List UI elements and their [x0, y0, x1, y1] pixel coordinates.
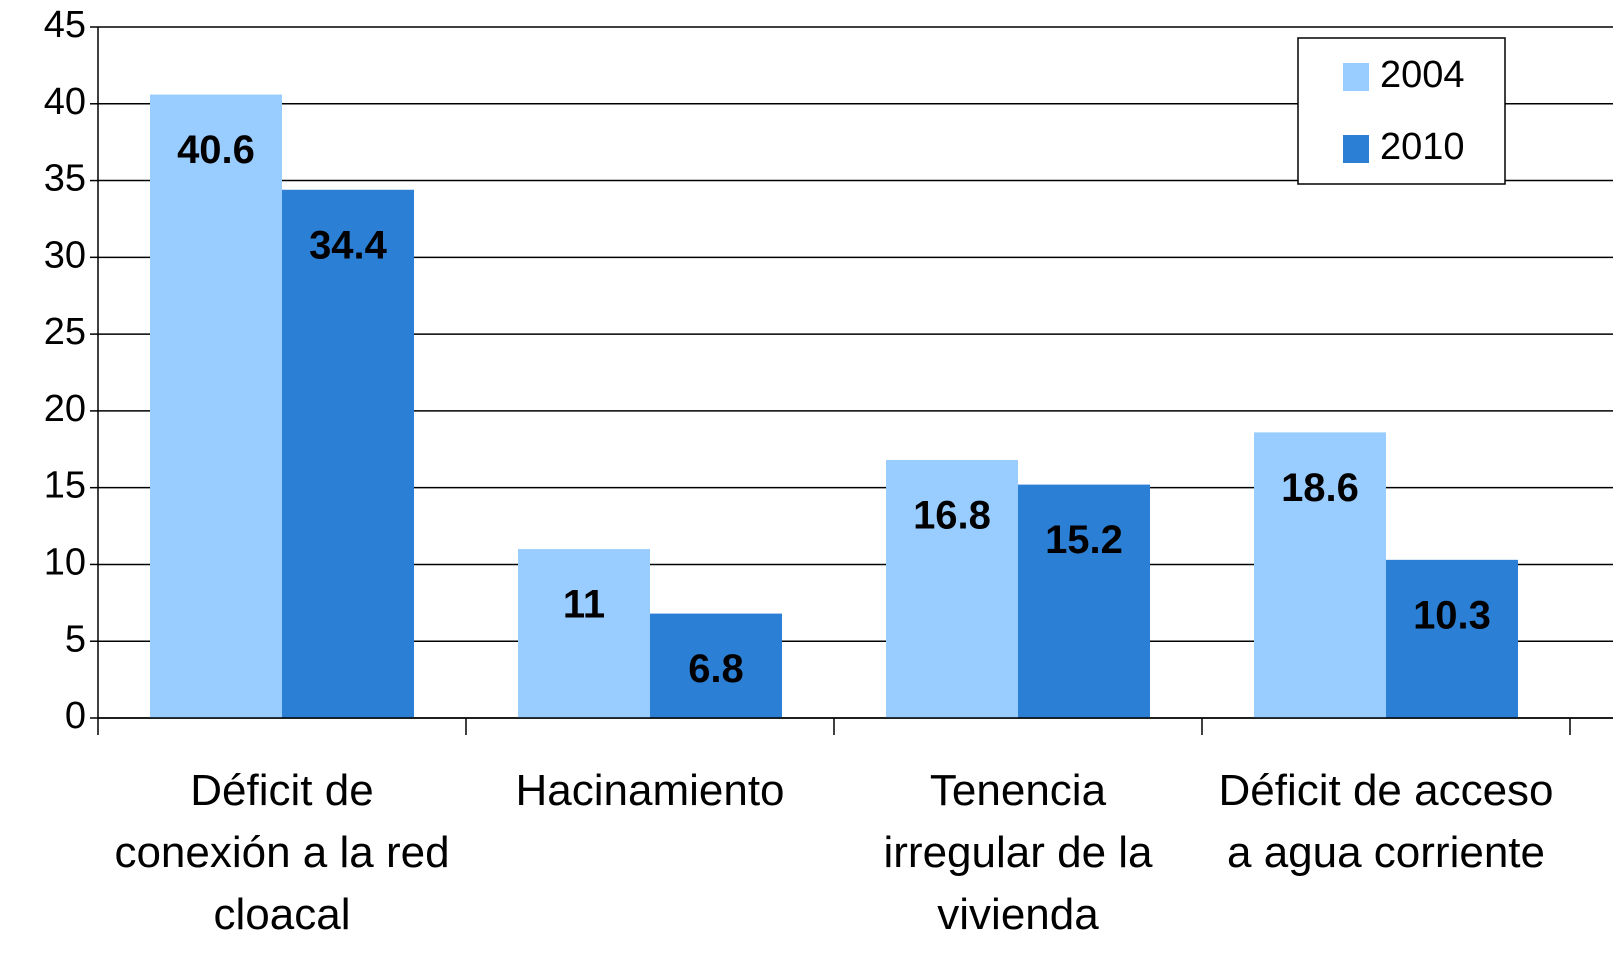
- bar: [1018, 484, 1150, 718]
- x-tick-label: Tenencia irregular de la vivienda: [883, 766, 1153, 939]
- y-tick-label: 0: [65, 695, 86, 737]
- y-tick-label: 25: [44, 311, 86, 353]
- y-tick-label: 5: [65, 618, 86, 660]
- y-tick-label: 30: [44, 234, 86, 276]
- legend-box: [1297, 37, 1506, 185]
- y-tick-label: 35: [44, 158, 86, 200]
- value-label: 34.4: [309, 223, 388, 267]
- y-tick-label: 40: [44, 81, 86, 123]
- legend-label: 2010: [1380, 126, 1465, 168]
- value-label: 11: [563, 583, 605, 627]
- legend-label: 2004: [1380, 54, 1465, 96]
- y-tick-label: 45: [44, 4, 86, 46]
- y-tick-label: 15: [44, 465, 86, 507]
- x-tick-label: Déficit de acceso a agua corriente: [1218, 766, 1554, 877]
- value-label: 40.6: [177, 128, 255, 172]
- y-tick-label: 10: [44, 541, 86, 583]
- bar: [282, 189, 414, 718]
- value-label: 16.8: [913, 494, 991, 538]
- legend-swatch: [1343, 135, 1369, 163]
- value-label: 18.6: [1281, 466, 1359, 510]
- y-tick-label: 20: [44, 388, 86, 430]
- bar: [150, 94, 282, 718]
- x-tick-label: Déficit de conexión a la red cloacal: [114, 766, 450, 939]
- bar: [1386, 559, 1518, 718]
- bar: [1254, 432, 1386, 718]
- bar: [518, 549, 650, 718]
- value-label: 10.3: [1413, 593, 1491, 637]
- value-label: 6.8: [688, 647, 744, 691]
- bar: [650, 613, 782, 718]
- x-tick-label: Hacinamiento: [515, 766, 785, 815]
- bar: [886, 460, 1018, 718]
- value-label: 15.2: [1045, 518, 1123, 562]
- legend-swatch: [1343, 63, 1369, 91]
